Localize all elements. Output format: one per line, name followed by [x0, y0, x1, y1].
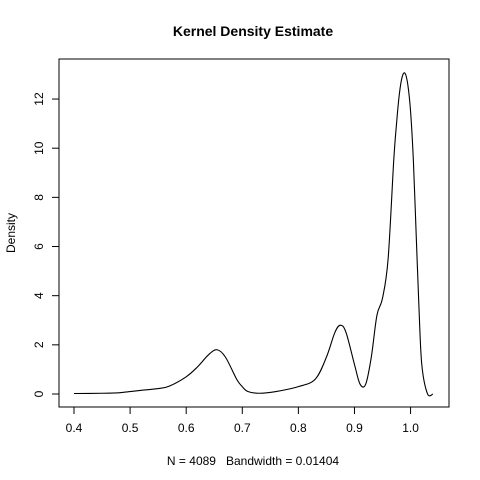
density-curve — [73, 72, 434, 397]
x-tick-label: 0.4 — [66, 421, 83, 435]
x-tick-label: 0.5 — [122, 421, 139, 435]
x-tick-label: 0.9 — [346, 421, 363, 435]
x-tick-label: 0.8 — [290, 421, 307, 435]
y-axis: 0 2 4 6 8 10 12 — [32, 92, 59, 397]
y-tick-label: 0 — [32, 390, 46, 397]
x-axis: 0.4 0.5 0.6 0.7 0.8 0.9 1.0 — [66, 407, 419, 435]
x-tick-label: 1.0 — [402, 421, 419, 435]
y-tick-label: 8 — [32, 194, 46, 201]
y-tick-label: 10 — [32, 141, 46, 155]
plot-frame — [58, 58, 450, 408]
y-tick-label: 6 — [32, 243, 46, 250]
x-axis-label: N = 4089 Bandwidth = 0.01404 — [167, 454, 339, 468]
y-axis-label: Density — [4, 213, 18, 253]
chart-title: Kernel Density Estimate — [173, 23, 333, 39]
x-tick-label: 0.6 — [178, 421, 195, 435]
y-tick-label: 4 — [32, 292, 46, 299]
y-tick-label: 12 — [32, 92, 46, 106]
y-tick-label: 2 — [32, 341, 46, 348]
x-tick-label: 0.7 — [234, 421, 251, 435]
